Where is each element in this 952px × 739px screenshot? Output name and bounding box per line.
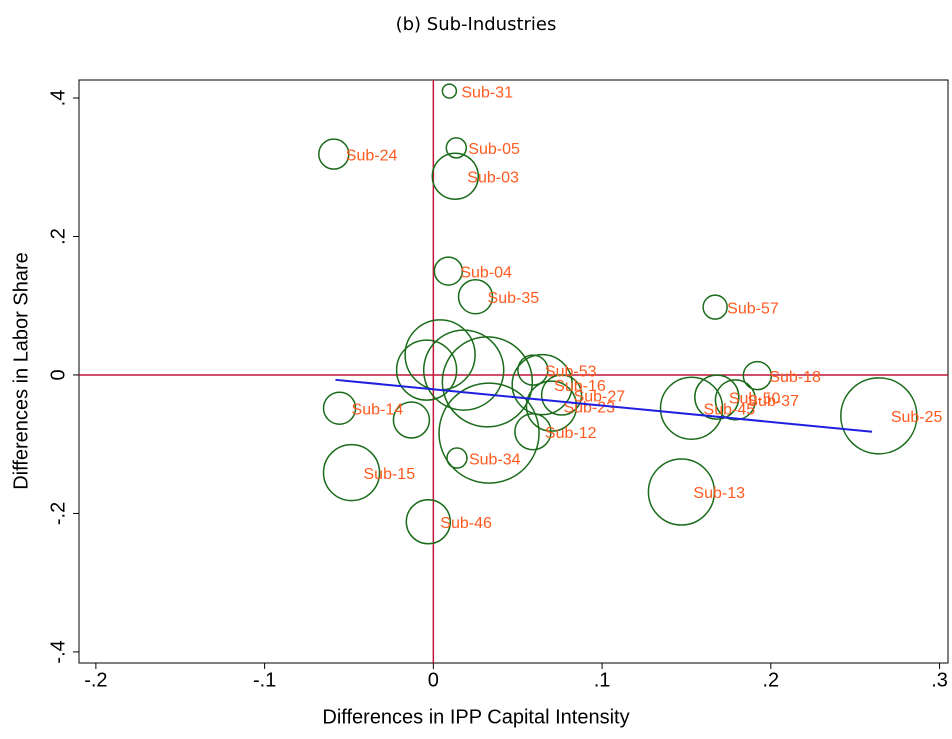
x-tick-label: 0: [428, 669, 439, 691]
point-label: Sub-04: [460, 264, 512, 281]
point-label: Sub-12: [545, 425, 597, 442]
point-label: Sub-31: [461, 84, 513, 101]
bubble: [457, 278, 494, 315]
point-label: Sub-53: [545, 363, 597, 380]
bubble: [840, 377, 918, 455]
y-tick-label: .4: [47, 90, 69, 107]
y-tick-label: -.4: [47, 640, 69, 663]
bubble: [446, 447, 468, 469]
point-label: Sub-14: [352, 401, 404, 418]
point-label: Sub-18: [769, 369, 821, 386]
point-label: Sub-57: [727, 300, 779, 317]
x-tick-label: .3: [931, 669, 948, 691]
fit-line: [335, 378, 873, 433]
x-tick-label: .1: [594, 669, 611, 691]
x-tick-label: -.2: [84, 669, 107, 691]
y-tick-label: .2: [47, 228, 69, 245]
point-label: Sub-13: [693, 485, 745, 502]
chart-title: (b) Sub-Industries: [396, 14, 557, 35]
point-label: Sub-45: [704, 401, 756, 418]
point-label: Sub-35: [488, 290, 540, 307]
bubble: [438, 382, 540, 484]
bubble: [318, 138, 350, 170]
bubble: [694, 374, 740, 420]
point-label: Sub-34: [469, 451, 521, 468]
bubble: [392, 401, 431, 439]
bubble: [525, 380, 578, 432]
bubble: [445, 137, 468, 159]
point-label: Sub-25: [891, 409, 943, 426]
bubble: [422, 329, 505, 411]
bubble: [405, 499, 452, 545]
x-tick-label: -.1: [253, 669, 276, 691]
bubble: [742, 360, 773, 391]
point-label: Sub-15: [364, 466, 416, 483]
point-label: Sub-37: [747, 393, 799, 410]
point-label: Sub-05: [468, 141, 520, 158]
bubble: [441, 336, 534, 428]
bubble: [441, 83, 458, 99]
x-axis-title: Differences in IPP Capital Intensity: [322, 706, 629, 728]
bubble: [659, 376, 724, 440]
bubble: [322, 443, 381, 502]
y-axis-title: Differences in Labor Share: [10, 252, 32, 490]
point-label: Sub-27: [574, 388, 626, 405]
y-tick-label: 0: [47, 369, 69, 380]
bubble: [540, 374, 583, 416]
point-label: Sub-16: [554, 378, 606, 395]
bubble: [395, 339, 458, 401]
y-tick-label: -.2: [47, 502, 69, 525]
bubble: [647, 458, 716, 526]
point-label: Sub-50: [729, 390, 781, 407]
bubble: [431, 152, 480, 200]
bubble: [714, 379, 757, 421]
bubble: [433, 256, 464, 286]
point-label: Sub-03: [467, 169, 519, 186]
point-label: Sub-46: [440, 515, 492, 532]
bubble: [511, 353, 573, 416]
point-label: Sub-24: [346, 147, 398, 164]
x-tick-label: .2: [762, 669, 779, 691]
bubble: [702, 294, 728, 320]
plot-frame: [78, 79, 949, 664]
bubble: [322, 391, 357, 425]
